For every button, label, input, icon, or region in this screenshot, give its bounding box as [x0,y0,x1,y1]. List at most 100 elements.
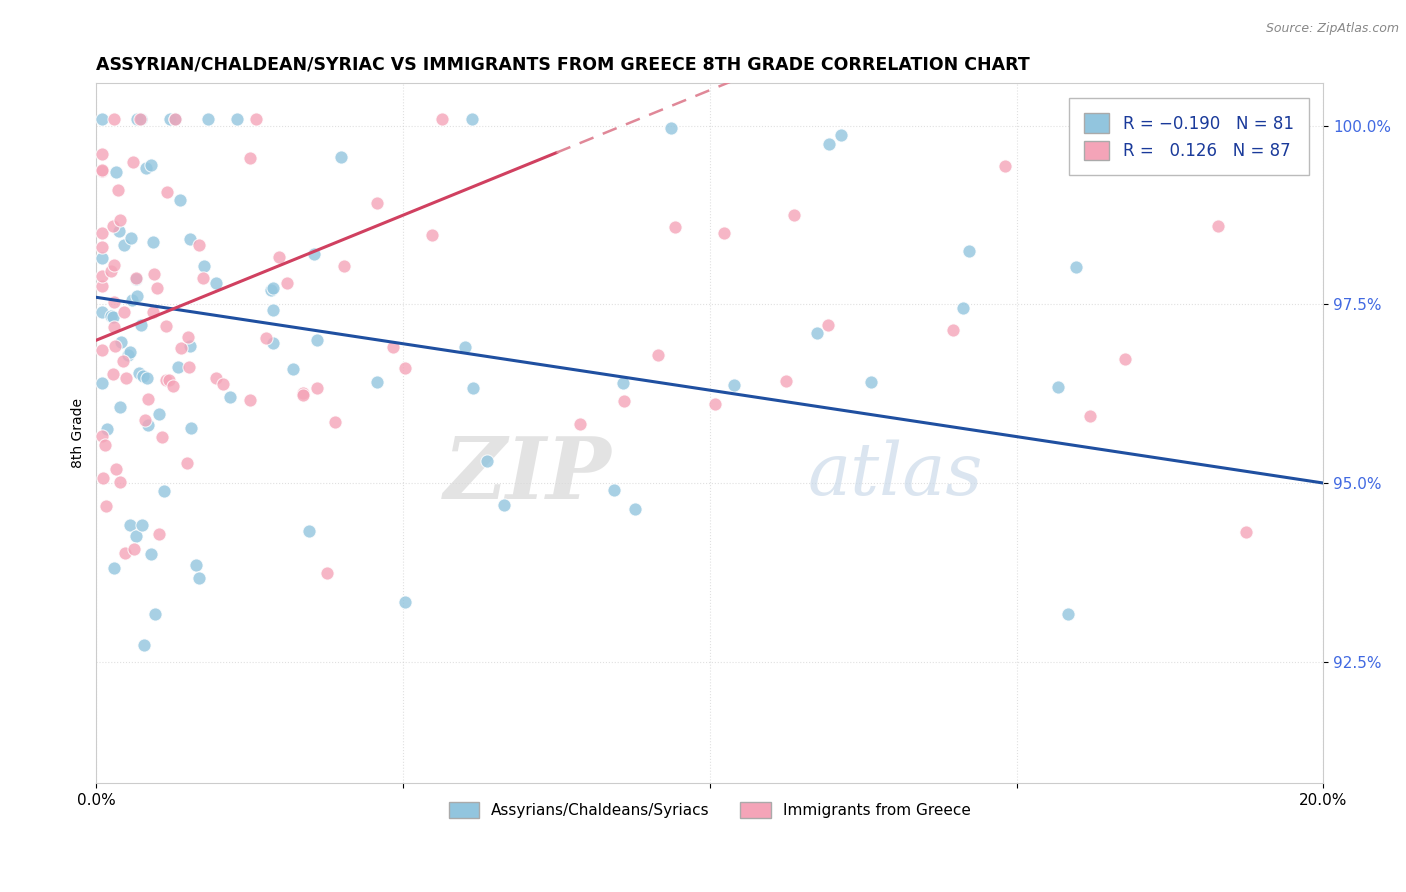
Point [204,370,226,384]
Point [91,240,114,254]
Point [103,258,125,272]
Point [1157,152,1180,166]
Point [148,526,170,541]
Point [139,158,162,172]
Point [177,359,200,374]
Point [659,121,682,136]
Point [142,235,165,250]
Point [91,428,114,442]
Point [157,373,180,387]
Point [125,271,148,285]
Point [283,362,305,376]
Point [957,244,980,258]
Point [191,270,214,285]
Text: atlas: atlas [808,440,983,510]
Point [994,159,1017,173]
Legend: Assyrians/Chaldeans/Syriacs, Immigrants from Greece: Assyrians/Chaldeans/Syriacs, Immigrants … [443,796,977,824]
Point [775,374,797,388]
Point [155,318,177,333]
Point [105,462,128,476]
Point [91,164,114,178]
Point [817,318,839,333]
Point [124,271,146,285]
Point [134,638,156,652]
Point [166,359,188,374]
Point [103,339,125,353]
Point [112,304,135,318]
Point [942,323,965,337]
Point [103,295,125,310]
Point [142,305,165,319]
Point [1206,219,1229,234]
Point [135,161,157,176]
Point [156,186,179,200]
Point [262,302,284,317]
Point [1114,352,1136,367]
Point [96,499,118,513]
Point [155,373,177,387]
Point [1066,260,1088,274]
Point [245,112,267,126]
Point [129,112,152,126]
Point [104,164,127,178]
Point [148,407,170,421]
Point [1046,380,1069,394]
Point [184,558,207,572]
Point [136,371,159,385]
Point [125,529,148,543]
Point [494,498,516,512]
Point [298,524,321,538]
Point [723,378,745,392]
Point [91,304,114,318]
Point [1056,607,1078,622]
Point [96,422,118,436]
Point [159,112,181,126]
Point [132,369,155,384]
Point [276,276,298,290]
Point [136,417,159,432]
Point [323,416,346,430]
Point [150,430,173,444]
Point [394,595,416,609]
Point [111,354,134,368]
Point [131,518,153,533]
Point [91,146,114,161]
Point [103,310,125,324]
Point [122,542,145,557]
Point [333,259,356,273]
Point [188,237,211,252]
Point [952,301,974,315]
Point [461,381,484,395]
Point [129,112,152,126]
Point [100,310,122,324]
Point [179,232,201,246]
Point [304,247,326,261]
Point [239,151,262,165]
Text: Source: ZipAtlas.com: Source: ZipAtlas.com [1265,22,1399,36]
Point [1078,409,1101,423]
Point [219,390,242,404]
Point [315,566,337,580]
Point [117,348,139,362]
Point [569,417,592,432]
Point [120,518,142,533]
Point [101,219,124,233]
Text: ZIP: ZIP [444,434,612,516]
Point [91,268,114,283]
Point [461,112,484,126]
Point [108,400,131,414]
Point [110,475,132,490]
Point [664,219,686,234]
Point [103,319,125,334]
Point [139,548,162,562]
Point [91,112,114,126]
Point [107,183,129,197]
Point [329,150,352,164]
Point [612,376,634,390]
Point [177,330,200,344]
Point [262,281,284,295]
Point [165,112,187,126]
Point [420,227,443,242]
Point [612,394,634,409]
Point [143,267,166,281]
